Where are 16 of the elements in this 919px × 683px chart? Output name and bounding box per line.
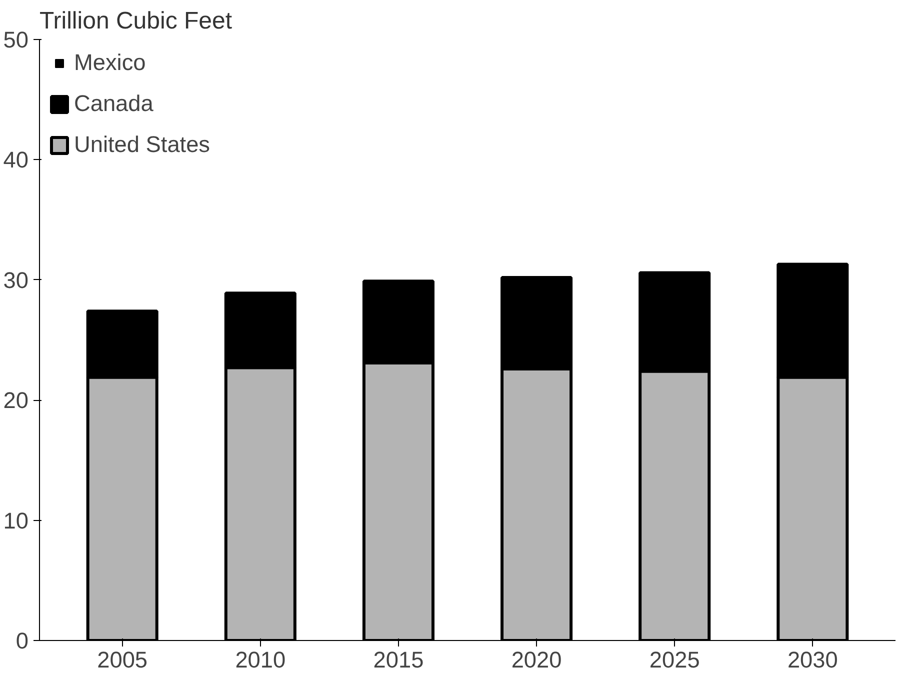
y-tick-label: 20 — [3, 387, 28, 414]
y-tick-label: 30 — [3, 266, 28, 293]
y-axis-title: Trillion Cubic Feet — [40, 8, 232, 34]
legend-label: Canada — [74, 90, 154, 117]
x-tick-label: 2010 — [235, 646, 286, 672]
x-tick-label: 2005 — [97, 646, 148, 672]
x-tick-label: 2020 — [511, 646, 562, 672]
x-tick-label: 2025 — [649, 646, 700, 672]
legend-label: Mexico — [74, 49, 146, 76]
y-tick-label: 40 — [3, 146, 28, 173]
x-tick-label: 2015 — [373, 646, 424, 672]
x-tick-label: 2030 — [787, 646, 838, 672]
y-tick-label: 0 — [16, 628, 29, 654]
legend-label: United States — [74, 131, 210, 158]
y-tick-label: 50 — [3, 26, 28, 52]
y-tick-label: 10 — [3, 507, 28, 534]
